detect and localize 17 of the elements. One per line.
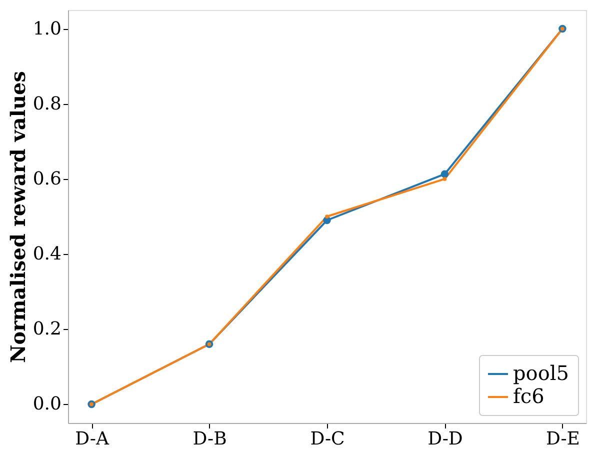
- y-tick-label: 0.0: [32, 394, 62, 415]
- x-tick-label: D-E: [546, 428, 580, 450]
- point: [442, 177, 447, 181]
- legend-label: pool5: [513, 361, 570, 385]
- y-tick-label: 0.6: [32, 168, 62, 190]
- y-tick-label: 0.8: [32, 93, 62, 114]
- y-tick-label: 0.4: [32, 244, 62, 265]
- point: [325, 214, 329, 218]
- point: [440, 170, 449, 178]
- x-tick-label: D-D: [428, 428, 463, 450]
- legend-label: fc6: [513, 384, 544, 408]
- x-tick-label: D-B: [192, 428, 227, 450]
- x-tick-label: D-C: [310, 428, 345, 450]
- y-axis-title: Normalised reward values: [6, 70, 30, 364]
- y-tick-label: 0.2: [32, 318, 62, 340]
- y-tick-label: 1.0: [32, 18, 62, 40]
- x-tick-label: D-A: [75, 428, 110, 450]
